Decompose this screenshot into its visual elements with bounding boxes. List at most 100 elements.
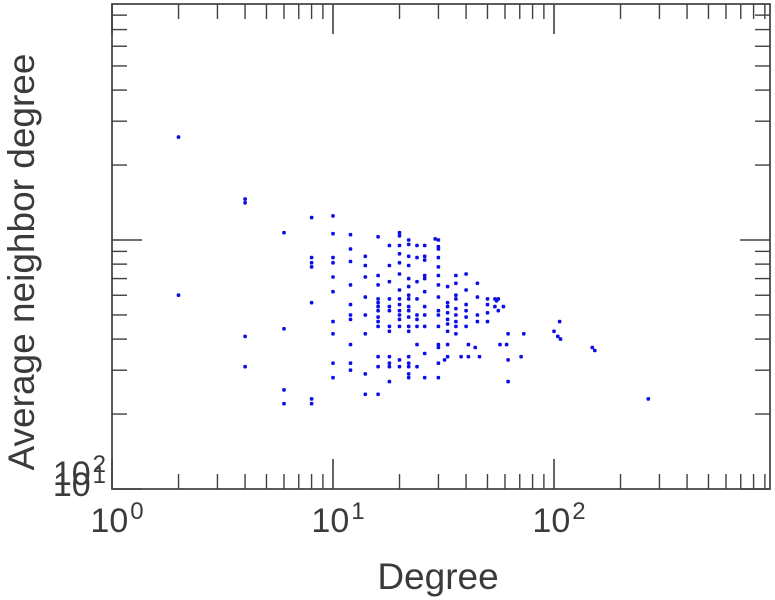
data-point	[309, 300, 314, 305]
data-point	[436, 265, 441, 269]
data-point	[454, 306, 458, 311]
data-point	[422, 304, 427, 309]
data-point	[436, 255, 441, 260]
data-point	[397, 324, 402, 329]
data-point	[522, 332, 526, 336]
data-point	[376, 364, 380, 369]
data-point	[406, 375, 411, 380]
data-point	[406, 315, 411, 319]
data-point	[176, 135, 181, 139]
data-point	[176, 293, 181, 297]
data-point	[436, 308, 441, 313]
data-point	[475, 295, 480, 299]
data-point	[387, 324, 392, 329]
data-point	[496, 297, 501, 301]
data-point	[348, 247, 353, 251]
data-point	[309, 397, 314, 401]
data-point	[485, 319, 490, 324]
data-point	[387, 304, 392, 309]
data-point	[243, 197, 247, 201]
data-point	[363, 275, 368, 279]
data-point	[397, 302, 402, 307]
data-point	[498, 342, 502, 347]
data-point	[363, 263, 368, 268]
data-point	[406, 361, 411, 365]
data-point	[309, 255, 314, 260]
data-point	[282, 230, 286, 235]
data-point	[331, 214, 335, 218]
data-point	[348, 317, 353, 322]
data-point	[397, 234, 402, 238]
data-point	[406, 308, 411, 313]
data-point	[348, 342, 353, 347]
data-point	[454, 319, 458, 324]
data-point	[406, 297, 411, 301]
data-point	[406, 276, 411, 281]
data-point	[485, 311, 490, 315]
data-point	[415, 279, 419, 284]
data-point	[464, 324, 468, 329]
data-point	[331, 275, 335, 279]
data-point	[387, 297, 392, 301]
data-point	[282, 401, 286, 406]
data-point	[422, 375, 427, 380]
data-point	[406, 254, 411, 259]
data-point	[397, 297, 402, 301]
data-point	[593, 348, 597, 353]
x-tick-label: 102	[532, 498, 586, 540]
data-point	[436, 295, 441, 299]
data-point	[387, 263, 392, 268]
data-point	[309, 261, 314, 265]
data-point	[406, 293, 411, 297]
data-point	[406, 263, 411, 268]
plot-border	[111, 3, 771, 490]
data-point	[387, 308, 392, 313]
data-point	[406, 372, 411, 376]
data-point	[406, 354, 411, 359]
data-point	[506, 358, 510, 362]
data-points	[176, 135, 651, 406]
x-axis-title: Degree	[377, 556, 499, 597]
data-point	[376, 308, 380, 313]
y-tick-label: 101	[52, 462, 106, 504]
data-point	[464, 272, 468, 276]
data-point	[506, 379, 510, 384]
data-point	[387, 354, 392, 359]
data-point	[464, 308, 468, 313]
data-point	[331, 261, 335, 265]
data-point	[454, 324, 458, 329]
data-point	[436, 247, 441, 251]
data-point	[376, 319, 380, 324]
data-point	[445, 317, 450, 322]
data-point	[422, 289, 427, 294]
data-point	[397, 288, 402, 292]
data-point	[464, 302, 468, 307]
data-point	[406, 364, 411, 369]
data-point	[348, 302, 353, 307]
data-point	[282, 327, 286, 331]
data-point	[436, 375, 441, 380]
data-point	[422, 276, 427, 281]
data-point	[454, 273, 458, 278]
data-point	[415, 243, 419, 248]
data-point	[363, 372, 368, 376]
data-point	[415, 324, 419, 329]
data-point	[348, 283, 353, 287]
data-point	[348, 368, 353, 372]
data-point	[387, 379, 392, 384]
data-point	[445, 329, 450, 334]
data-point	[454, 332, 458, 336]
data-point	[415, 297, 419, 301]
data-point	[422, 254, 427, 259]
data-point	[459, 354, 463, 359]
data-point	[436, 238, 441, 242]
data-point	[397, 243, 402, 248]
data-point	[331, 255, 335, 260]
data-point	[464, 315, 468, 319]
data-point	[493, 304, 497, 309]
data-point	[363, 313, 368, 317]
x-tick-label: 100	[90, 498, 144, 540]
data-point	[590, 345, 595, 350]
data-point	[406, 284, 411, 289]
data-point	[496, 308, 501, 313]
